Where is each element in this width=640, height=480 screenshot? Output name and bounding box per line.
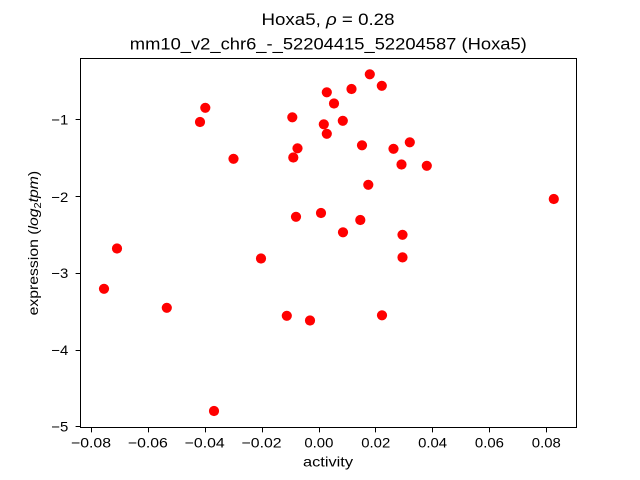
svg-text:mm10_v2_chr6_-_52204415_522045: mm10_v2_chr6_-_52204415_52204587 (Hoxa5) (130, 34, 527, 53)
svg-text:−3: −3 (51, 265, 68, 281)
svg-text:−0.06: −0.06 (128, 435, 168, 451)
svg-text:−0.08: −0.08 (71, 435, 111, 451)
svg-text:0.08: 0.08 (532, 435, 561, 451)
svg-text:Hoxa5, ρ = 0.28: Hoxa5, ρ = 0.28 (262, 10, 395, 29)
svg-text:−0.04: −0.04 (185, 435, 225, 451)
svg-text:0.00: 0.00 (304, 435, 333, 451)
svg-text:−0.02: −0.02 (242, 435, 282, 451)
svg-text:−5: −5 (51, 419, 68, 435)
svg-text:0.04: 0.04 (418, 435, 447, 451)
svg-text:−1: −1 (51, 112, 68, 128)
svg-text:−2: −2 (51, 189, 68, 205)
svg-text:activity: activity (303, 454, 353, 470)
svg-text:0.06: 0.06 (475, 435, 504, 451)
svg-text:−4: −4 (51, 342, 68, 358)
svg-text:0.02: 0.02 (361, 435, 390, 451)
